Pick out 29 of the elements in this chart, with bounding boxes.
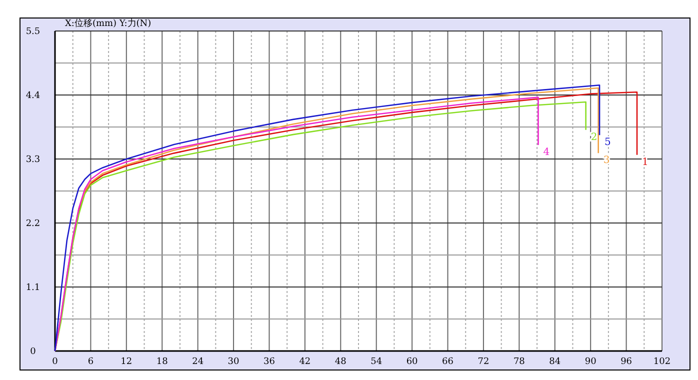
x-tick-label: 60 [406,357,418,367]
y-tick-label: 5.5 [26,27,40,37]
series-label: 4 [543,147,550,158]
x-tick-label: 42 [299,357,311,367]
x-tick-label: 66 [442,357,454,367]
y-tick-label: 4.4 [26,91,40,101]
x-tick-label: 12 [120,357,132,367]
x-tick-label: 36 [264,357,276,367]
x-tick-label: 84 [549,357,561,367]
x-tick-label: 0 [52,357,58,367]
x-tick-label: 54 [370,357,382,367]
x-tick-label: 78 [513,357,526,367]
y-tick-label: 2.2 [26,219,40,229]
series-label: 1 [642,156,648,168]
x-tick-label: 6 [88,357,94,367]
x-tick-label: 90 [584,357,597,367]
y-tick-label: 1.1 [26,283,40,293]
x-tick-label: 102 [653,357,671,367]
y-tick-label: 3.3 [26,155,40,165]
series-label: 5 [604,137,611,148]
x-tick-label: 30 [228,357,240,367]
chart-title: X:位移(mm) Y:力(N) [65,18,152,29]
y-tick-label: 0 [30,347,36,357]
x-tick-label: 48 [334,357,347,367]
series-label: 2 [590,132,598,143]
x-tick-label: 24 [192,357,204,367]
x-tick-label: 96 [620,357,632,367]
x-tick-label: 72 [478,357,490,367]
x-tick-label: 18 [156,357,168,367]
